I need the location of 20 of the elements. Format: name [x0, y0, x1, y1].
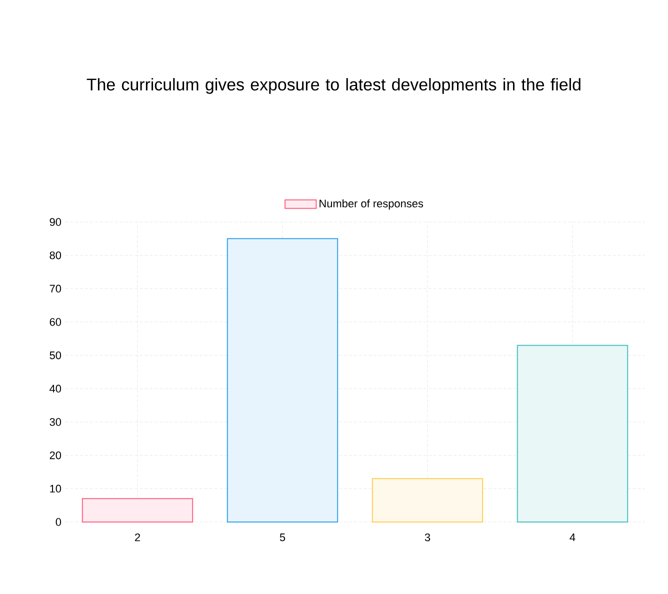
y-tick-label: 30 — [50, 418, 62, 426]
x-tick-label: 2 — [135, 534, 140, 542]
x-tick-label: 5 — [280, 534, 286, 542]
y-tick-label: 20 — [50, 451, 62, 460]
x-tick-label: 3 — [424, 534, 430, 542]
bar — [516, 344, 628, 522]
legend-label: Number of responses — [320, 199, 424, 210]
y-tick-label: 80 — [50, 251, 62, 260]
y-tick-label: 70 — [50, 284, 62, 293]
x-tick-label: 4 — [570, 534, 576, 542]
y-tick-label: 0 — [56, 518, 62, 526]
y-tick-label: 50 — [50, 351, 62, 360]
bar — [226, 238, 338, 522]
bar — [372, 478, 484, 522]
y-tick-label: 10 — [50, 484, 62, 493]
chart-title: The curriculum gives exposure to latest developments in the field — [86, 78, 580, 94]
y-tick-label: 40 — [50, 384, 62, 393]
bar — [82, 498, 194, 522]
y-tick-label: 60 — [50, 318, 62, 326]
y-tick-label: 90 — [50, 218, 62, 226]
